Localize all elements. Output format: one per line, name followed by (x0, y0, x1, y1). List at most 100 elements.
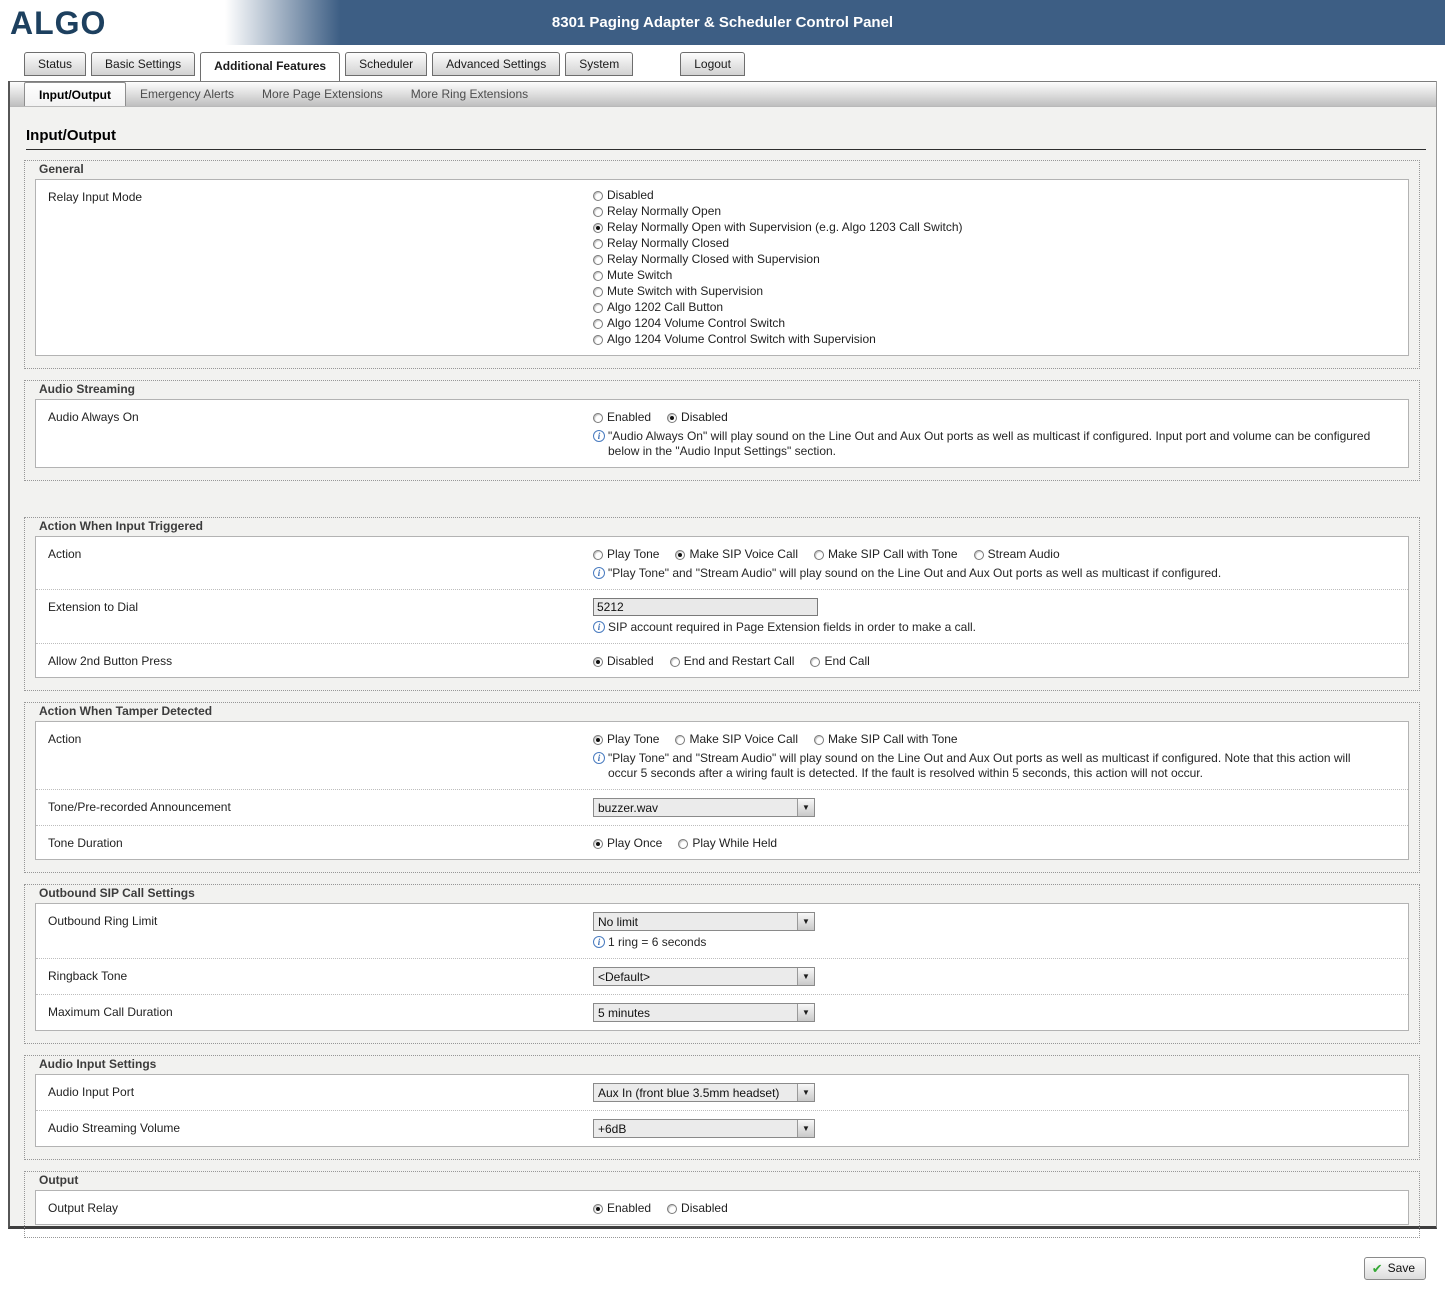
radio-label: End Call (824, 654, 870, 668)
info-text: "Audio Always On" will play sound on the… (608, 429, 1371, 458)
radio-icon[interactable] (667, 1203, 678, 1214)
radio-icon[interactable] (675, 734, 686, 745)
subtab-more-ring-extensions[interactable]: More Ring Extensions (410, 87, 529, 101)
tab-status[interactable]: Status (24, 52, 87, 76)
dropdown-arrow-icon[interactable]: ▼ (797, 968, 814, 985)
radio-label: Play While Held (692, 836, 778, 850)
radio-option-action-make-sip-call-with-tone[interactable]: Make SIP Call with Tone (813, 547, 958, 562)
subtab-input-output[interactable]: Input/Output (24, 82, 126, 106)
radio-option-action-play-tone[interactable]: Play Tone (593, 547, 659, 562)
radio-label: Play Tone (607, 547, 660, 561)
radio-option-relay-input-mode-relay-normally-closed-with-supervision[interactable]: Relay Normally Closed with Supervision (593, 252, 1398, 267)
radio-option-relay-input-mode-relay-normally-open[interactable]: Relay Normally Open (593, 204, 1398, 219)
radio-option-relay-input-mode-relay-normally-open-with-supervision-e-g-algo-1203-call-switch[interactable]: Relay Normally Open with Supervision (e.… (593, 220, 1398, 235)
tab-advanced-settings[interactable]: Advanced Settings (432, 52, 561, 76)
extension-to-dial-input[interactable] (593, 598, 818, 616)
radio-option-tone-duration-play-while-held[interactable]: Play While Held (678, 836, 777, 851)
tab-system[interactable]: System (565, 52, 634, 76)
info-text: "Play Tone" and "Stream Audio" will play… (608, 566, 1222, 580)
radio-label: Disabled (607, 654, 654, 668)
radio-option-action-play-tone[interactable]: Play Tone (593, 732, 659, 747)
radio-icon[interactable] (593, 412, 603, 423)
radio-label: Algo 1204 Volume Control Switch with Sup… (607, 332, 876, 346)
subtab-emergency-alerts[interactable]: Emergency Alerts (139, 87, 235, 101)
dropdown-arrow-icon[interactable]: ▼ (797, 799, 814, 816)
field-label: Tone Duration (48, 836, 123, 850)
section-legend: Outbound SIP Call Settings (37, 886, 201, 902)
radio-icon[interactable] (593, 318, 603, 329)
radio-option-output-relay-disabled[interactable]: Disabled (667, 1201, 728, 1216)
dropdown-arrow-icon[interactable]: ▼ (797, 1120, 814, 1137)
radio-option-action-make-sip-call-with-tone[interactable]: Make SIP Call with Tone (813, 732, 958, 747)
radio-icon[interactable] (593, 254, 603, 265)
radio-icon[interactable] (593, 734, 603, 745)
radio-icon[interactable] (813, 734, 824, 745)
radio-option-audio-always-on-enabled[interactable]: Enabled (593, 410, 651, 425)
radio-option-relay-input-mode-algo-1204-volume-control-switch[interactable]: Algo 1204 Volume Control Switch (593, 316, 1398, 331)
audio-streaming-volume-select[interactable]: +6dB ▼ (593, 1119, 815, 1138)
radio-icon[interactable] (593, 838, 603, 849)
radio-icon[interactable] (593, 334, 603, 345)
radio-option-action-make-sip-voice-call[interactable]: Make SIP Voice Call (675, 547, 798, 562)
tab-logout[interactable]: Logout (680, 52, 745, 76)
title-divider (26, 149, 1426, 150)
radio-icon[interactable] (593, 302, 603, 313)
ringback-tone-select[interactable]: <Default> ▼ (593, 967, 815, 986)
radio-option-output-relay-enabled[interactable]: Enabled (593, 1201, 651, 1216)
radio-option-allow-2nd-button-press-disabled[interactable]: Disabled (593, 654, 654, 669)
radio-option-relay-input-mode-mute-switch[interactable]: Mute Switch (593, 268, 1398, 283)
radio-icon[interactable] (973, 549, 984, 560)
field-control: buzzer.wav ▼ (593, 798, 1398, 817)
save-button[interactable]: ✔ Save (1363, 1257, 1426, 1280)
tab-additional-features[interactable]: Additional Features (200, 52, 341, 81)
tab-scheduler[interactable]: Scheduler (345, 52, 428, 76)
radio-option-audio-always-on-disabled[interactable]: Disabled (667, 410, 728, 425)
radio-icon[interactable] (593, 270, 603, 281)
radio-option-relay-input-mode-mute-switch-with-supervision[interactable]: Mute Switch with Supervision (593, 284, 1398, 299)
radio-option-relay-input-mode-disabled[interactable]: Disabled (593, 188, 1398, 203)
radio-icon[interactable] (675, 549, 686, 560)
radio-icon[interactable] (813, 549, 824, 560)
radio-icon[interactable] (678, 838, 689, 849)
outbound-ring-limit-select[interactable]: No limit ▼ (593, 912, 815, 931)
radio-label: Mute Switch with Supervision (607, 284, 764, 298)
radio-icon[interactable] (667, 412, 678, 423)
selected-value: Aux In (front blue 3.5mm headset) (598, 1085, 780, 1100)
header-gradient (225, 0, 340, 45)
radio-icon[interactable] (593, 206, 603, 217)
dropdown-arrow-icon[interactable]: ▼ (797, 1084, 814, 1101)
radio-option-tone-duration-play-once[interactable]: Play Once (593, 836, 662, 851)
radio-option-allow-2nd-button-press-end-call[interactable]: End Call (810, 654, 870, 669)
audio-input-port-select[interactable]: Aux In (front blue 3.5mm headset) ▼ (593, 1083, 815, 1102)
radio-option-action-stream-audio[interactable]: Stream Audio (973, 547, 1060, 562)
radio-label: Enabled (607, 410, 652, 424)
radio-icon[interactable] (810, 656, 821, 667)
radio-icon[interactable] (593, 238, 603, 249)
maximum-call-duration-select[interactable]: 5 minutes ▼ (593, 1003, 815, 1022)
field-control: Enabled Disabled (593, 1199, 1398, 1216)
radio-option-action-make-sip-voice-call[interactable]: Make SIP Voice Call (675, 732, 798, 747)
radio-icon[interactable] (593, 1203, 603, 1214)
radio-icon[interactable] (669, 656, 680, 667)
action-radio-group: Play Tone Make SIP Voice Call Make SIP Cal… (593, 730, 1398, 747)
dropdown-arrow-icon[interactable]: ▼ (797, 1004, 814, 1021)
radio-label: Enabled (607, 1201, 652, 1215)
radio-option-relay-input-mode-algo-1202-call-button[interactable]: Algo 1202 Call Button (593, 300, 1398, 315)
tone-pre-recorded-announcement-select[interactable]: buzzer.wav ▼ (593, 798, 815, 817)
subtab-more-page-extensions[interactable]: More Page Extensions (262, 87, 383, 101)
radio-icon[interactable] (593, 286, 603, 297)
radio-option-allow-2nd-button-press-end-and-restart-call[interactable]: End and Restart Call (669, 654, 794, 669)
section-legend: Output (37, 1173, 85, 1189)
radio-option-relay-input-mode-algo-1204-volume-control-switch-with-supervision[interactable]: Algo 1204 Volume Control Switch with Sup… (593, 332, 1398, 347)
field-control: Play Tone Make SIP Voice Call Make SIP Cal… (593, 545, 1398, 581)
radio-option-relay-input-mode-relay-normally-closed[interactable]: Relay Normally Closed (593, 236, 1398, 251)
radio-icon[interactable] (593, 656, 603, 667)
dropdown-arrow-icon[interactable]: ▼ (797, 913, 814, 930)
info-note: i "Play Tone" and "Stream Audio" will pla… (593, 751, 1383, 781)
radio-label: Disabled (607, 188, 654, 202)
tab-basic-settings[interactable]: Basic Settings (91, 52, 196, 76)
radio-icon[interactable] (593, 190, 603, 201)
radio-icon[interactable] (593, 222, 603, 233)
radio-icon[interactable] (593, 549, 603, 560)
